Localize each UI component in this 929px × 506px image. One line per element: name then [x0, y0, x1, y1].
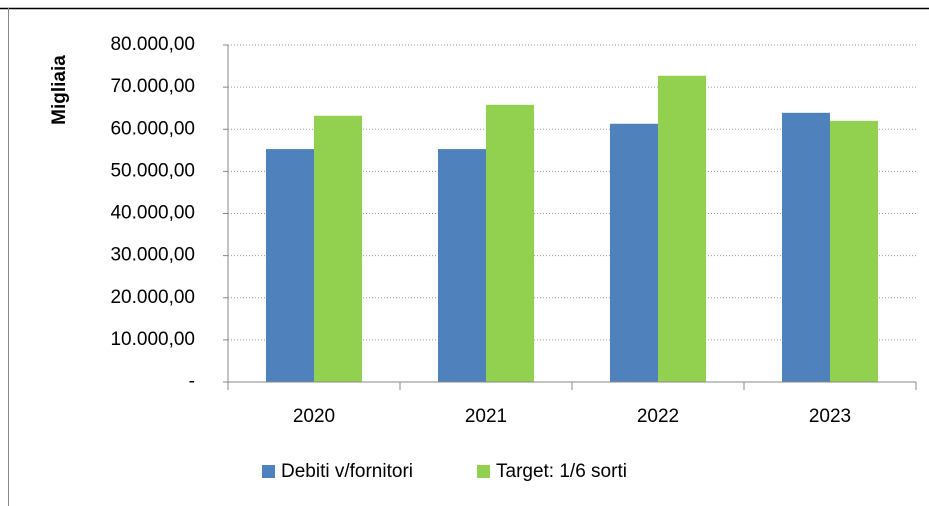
y-tick-label: 20.000,00: [110, 287, 195, 308]
legend-swatch: [262, 465, 275, 478]
bar: [266, 149, 314, 382]
x-tick-label: 2022: [637, 406, 679, 427]
legend-label: Debiti v/fornitori: [281, 461, 413, 482]
bar: [610, 123, 658, 383]
bar: [486, 104, 534, 382]
y-tick-label: 40.000,00: [110, 203, 195, 224]
y-tick-label: 50.000,00: [110, 160, 195, 181]
y-tick-label: 60.000,00: [110, 118, 195, 139]
x-tick-label: 2023: [809, 406, 851, 427]
y-tick-label: 80.000,00: [110, 34, 195, 55]
legend-label: Target: 1/6 sorti: [496, 461, 627, 482]
x-tick-label: 2020: [293, 406, 335, 427]
y-tick-label: 10.000,00: [110, 329, 195, 350]
y-tick-label: 30.000,00: [110, 245, 195, 266]
bar: [438, 149, 486, 382]
bar: [830, 120, 878, 382]
y-tick-label: 70.000,00: [110, 76, 195, 97]
y-tick-label: -: [189, 371, 195, 392]
bar: [782, 112, 830, 382]
legend-swatch: [477, 465, 490, 478]
bar: [658, 75, 706, 382]
bar: [314, 115, 362, 383]
x-tick-label: 2021: [465, 406, 507, 427]
y-axis-label: Migliaia: [49, 55, 70, 125]
